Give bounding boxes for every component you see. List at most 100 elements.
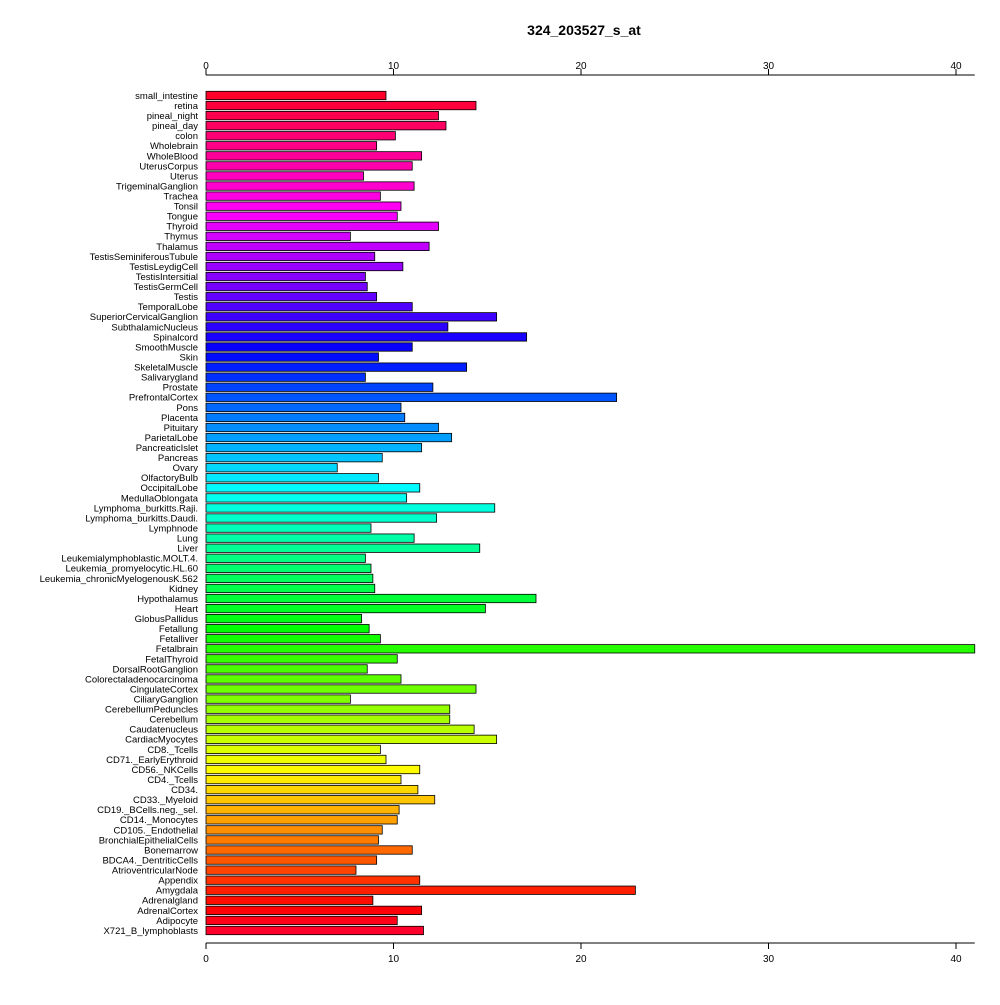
category-label: OccipitalLobe — [140, 483, 198, 494]
category-label: Caudatenucleus — [129, 725, 198, 736]
category-label: TestisSeminiferousTubule — [90, 252, 198, 263]
bar — [205, 785, 419, 795]
category-label: BDCA4._DentriticCells — [102, 855, 198, 866]
category-label: UterusCorpus — [139, 161, 198, 172]
bar — [205, 493, 408, 503]
bar — [205, 412, 406, 423]
bar — [205, 764, 421, 775]
category-label: Thyroid — [166, 222, 198, 233]
bar — [205, 795, 436, 805]
category-label: TrigeminalGanglion — [116, 181, 198, 192]
top-axis-tick-label: 10 — [388, 61, 400, 72]
bar — [205, 583, 376, 594]
category-label: CerebellumPeduncles — [105, 705, 198, 716]
bar — [205, 925, 424, 936]
category-label: Fetalliver — [159, 634, 198, 645]
bar — [205, 211, 398, 221]
category-label: GlobusPallidus — [135, 614, 199, 625]
category-label: Trachea — [164, 192, 199, 203]
bar — [205, 261, 404, 272]
bar — [205, 131, 396, 141]
category-label: CD19._BCells.neg._sel. — [97, 805, 198, 816]
bar — [205, 895, 374, 905]
category-label: CD56._NKCells — [131, 765, 198, 776]
category-label: Colorectaladenocarcinoma — [85, 674, 199, 685]
category-label: TestisGermCell — [134, 282, 198, 293]
category-label: PrefrontalCortex — [129, 393, 198, 404]
bar — [205, 392, 618, 402]
category-label: small_intestine — [135, 91, 198, 102]
chart-title: 324_203527_s_at — [527, 22, 641, 38]
bar — [205, 181, 415, 191]
bar — [205, 372, 366, 382]
bar — [205, 805, 400, 815]
category-label: retina — [174, 101, 198, 112]
bottom-axis-tick-label: 0 — [203, 954, 209, 965]
bar — [205, 684, 477, 694]
category-label: Tongue — [167, 212, 198, 223]
category-label: CiliaryGanglion — [134, 695, 198, 706]
bar — [205, 664, 368, 674]
category-label: Heart — [175, 604, 199, 615]
category-label: AdrenalCortex — [137, 906, 198, 917]
bar — [205, 463, 338, 473]
category-label: Wholebrain — [150, 141, 198, 152]
bar — [205, 513, 438, 523]
bar — [205, 704, 451, 714]
bar — [205, 251, 376, 262]
category-label: Fetallung — [159, 624, 198, 635]
category-label: TestisLeydigCell — [129, 262, 198, 273]
category-label: OlfactoryBulb — [141, 473, 198, 484]
bar — [205, 292, 378, 302]
bar — [205, 553, 366, 563]
category-label: SubthalamicNucleus — [111, 322, 198, 333]
top-axis-tick-label: 30 — [763, 61, 775, 72]
category-label: Cerebellum — [149, 715, 198, 726]
bar — [205, 674, 402, 684]
category-label: PancreaticIslet — [136, 443, 199, 454]
bar — [205, 855, 378, 865]
bar — [205, 473, 379, 483]
category-labels: small_intestineretinapineal_nightpineal_… — [40, 91, 199, 937]
bar — [205, 815, 398, 825]
category-label: Spinalcord — [153, 332, 198, 343]
category-label: Pons — [176, 403, 198, 414]
category-label: Thalamus — [156, 242, 198, 253]
bar — [205, 191, 381, 201]
bar — [205, 382, 434, 392]
bar — [205, 402, 402, 412]
category-label: Kidney — [169, 584, 198, 595]
bar — [205, 332, 528, 342]
top-axis-tick-label: 20 — [575, 61, 587, 72]
category-label: TemporalLobe — [138, 302, 198, 313]
bar — [205, 875, 421, 885]
bar — [205, 442, 423, 453]
category-label: Leukemialymphoblastic.MOLT.4. — [61, 554, 198, 565]
category-label: SmoothMuscle — [135, 342, 198, 353]
category-label: pineal_night — [147, 111, 199, 122]
bar — [205, 835, 379, 845]
bar — [205, 100, 477, 111]
category-label: CingulateCortex — [130, 684, 198, 695]
category-label: AtrioventricularNode — [112, 866, 198, 877]
bar — [205, 121, 447, 131]
bar — [205, 241, 430, 251]
bar — [205, 845, 413, 855]
bottom-axis-tick-label: 30 — [763, 954, 775, 965]
bar — [205, 915, 398, 926]
category-label: CD33._Myeloid — [133, 795, 198, 806]
bar — [205, 865, 357, 875]
bar — [205, 774, 402, 785]
bar — [205, 533, 415, 543]
bar — [205, 111, 439, 121]
category-label: X721_B_lymphoblasts — [103, 926, 198, 937]
category-label: CD4._Tcells — [147, 775, 198, 786]
category-label: Pituitary — [164, 423, 199, 434]
bar — [205, 825, 383, 835]
bar — [205, 271, 366, 282]
category-label: Skin — [180, 352, 198, 363]
bar — [205, 523, 372, 533]
bar — [205, 362, 468, 372]
bottom-axis-tick-label: 20 — [575, 954, 587, 965]
